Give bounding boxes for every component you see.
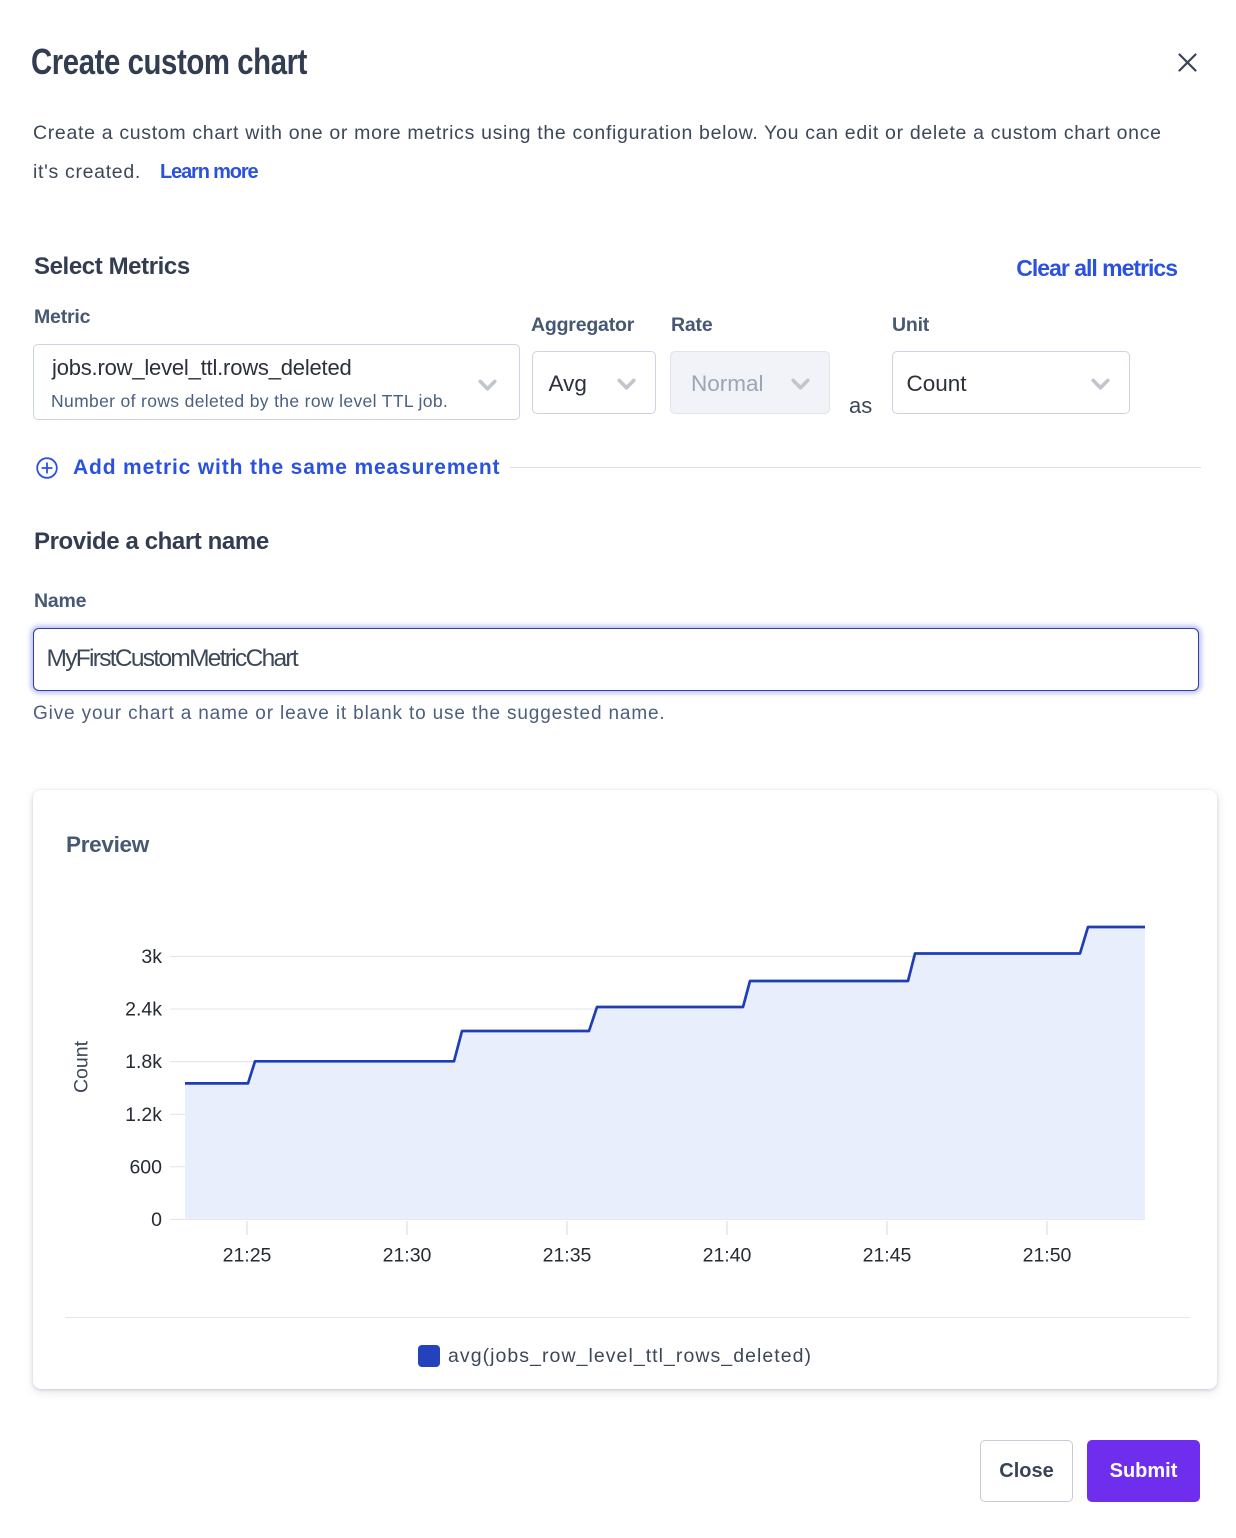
svg-text:21:30: 21:30 — [383, 1245, 432, 1267]
svg-text:21:25: 21:25 — [223, 1245, 272, 1267]
svg-text:1.2k: 1.2k — [125, 1104, 162, 1126]
svg-text:1.8k: 1.8k — [125, 1051, 162, 1073]
svg-text:21:40: 21:40 — [703, 1245, 752, 1267]
svg-text:Count: Count — [71, 1040, 93, 1093]
svg-text:2.4k: 2.4k — [125, 999, 162, 1021]
svg-text:21:35: 21:35 — [543, 1245, 592, 1267]
svg-text:21:45: 21:45 — [863, 1245, 912, 1267]
svg-text:21:50: 21:50 — [1023, 1245, 1072, 1267]
svg-text:0: 0 — [151, 1209, 162, 1231]
svg-text:3k: 3k — [141, 946, 162, 968]
svg-text:600: 600 — [129, 1156, 162, 1178]
